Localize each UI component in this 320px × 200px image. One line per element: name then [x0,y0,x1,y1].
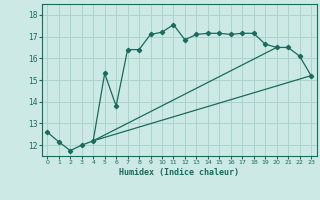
X-axis label: Humidex (Indice chaleur): Humidex (Indice chaleur) [119,168,239,177]
